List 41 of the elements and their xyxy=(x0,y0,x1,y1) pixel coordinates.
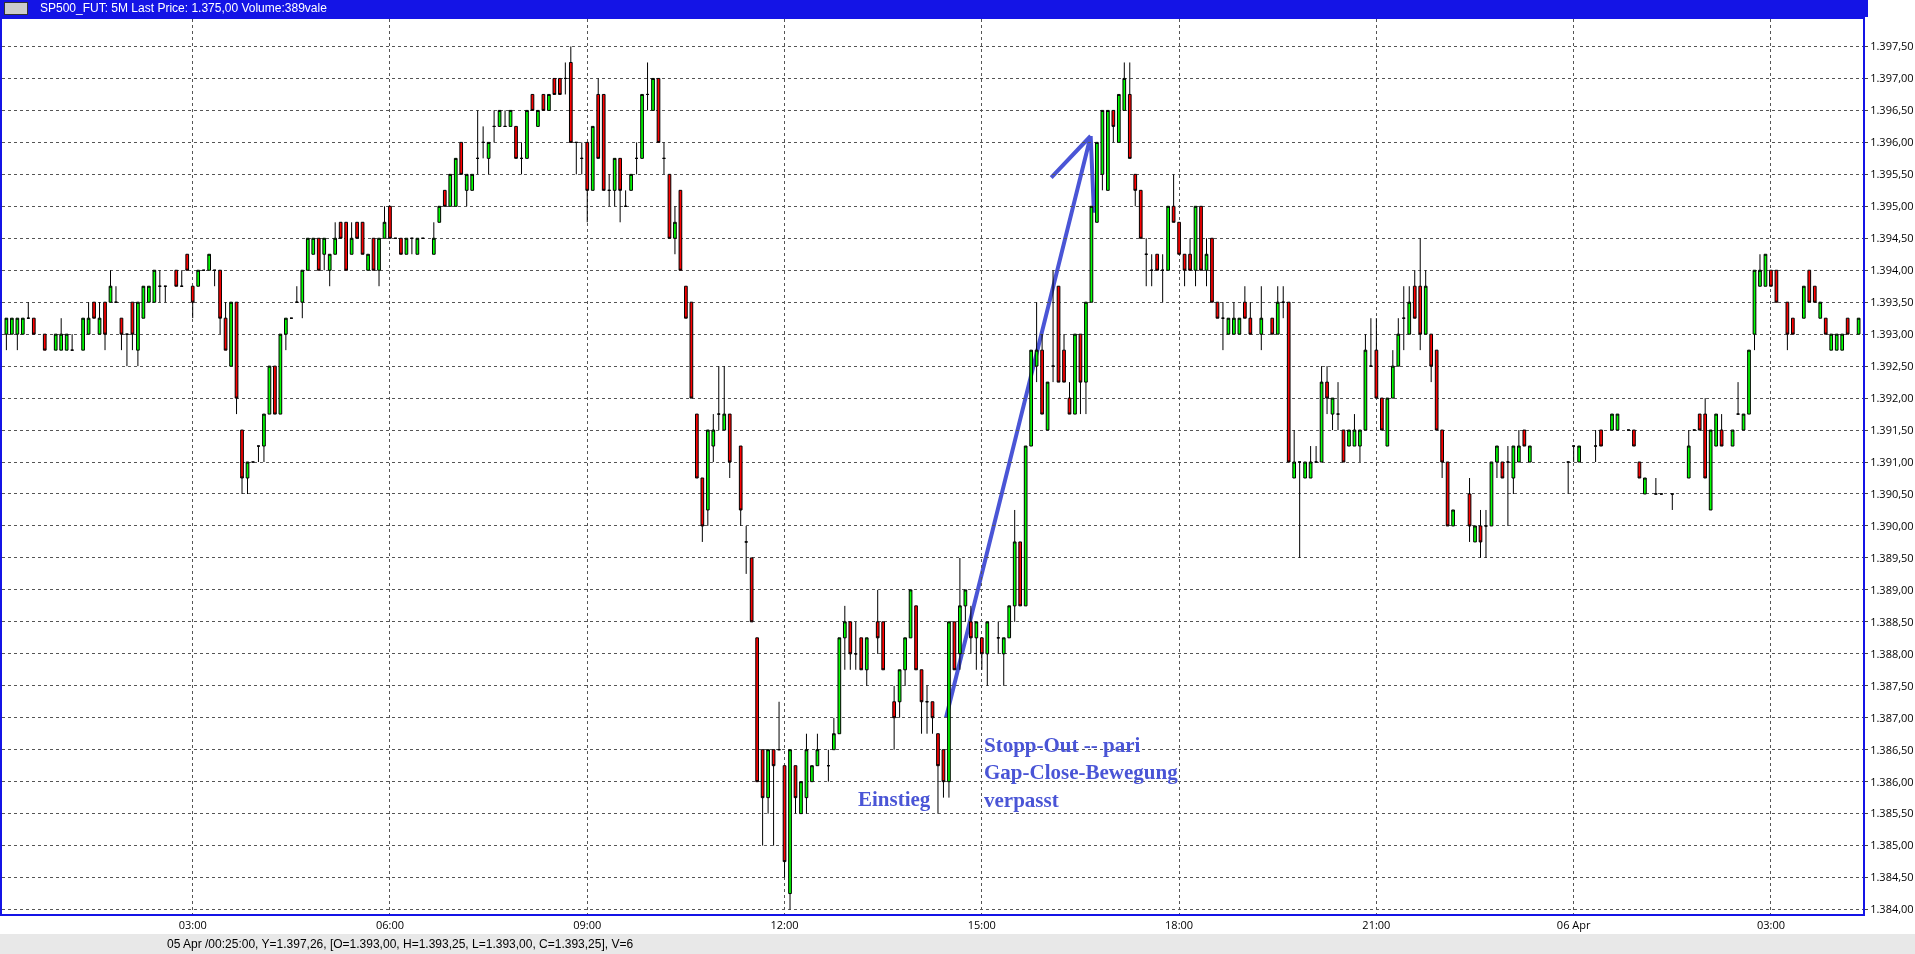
y-tick-label: 1.389,50 xyxy=(1870,549,1914,565)
y-tick-label: 1.391,00 xyxy=(1870,453,1914,469)
y-tick-label: 1.395,00 xyxy=(1870,198,1914,214)
annotation: Stopp-Out -- pari Gap-Close-Bewegung verpasst xyxy=(984,733,1179,812)
y-tick-label: 1.391,50 xyxy=(1870,421,1914,437)
y-tick-label: 1.384,50 xyxy=(1870,869,1914,885)
y-tick-label: 1.395,50 xyxy=(1870,166,1914,182)
y-tick-label: 1.393,00 xyxy=(1870,326,1914,342)
y-tick-label: 1.397,50 xyxy=(1870,38,1914,54)
y-tick-label: 1.394,00 xyxy=(1870,262,1914,278)
x-tick-label: 03:00 xyxy=(1756,917,1785,933)
annotation: Einstieg xyxy=(858,787,931,811)
y-tick-label: 1.386,50 xyxy=(1870,741,1914,757)
y-tick-label: 1.390,00 xyxy=(1870,517,1914,533)
y-tick-label: 1.388,00 xyxy=(1870,645,1914,661)
text: 05 Apr /00:25:00, Y=1.397,26, [O=1.393,00, H=1.393,25, L=1.393,00, C=1.393,25], V=6 xyxy=(167,936,634,953)
y-tick-label: 1.388,50 xyxy=(1870,613,1914,629)
y-tick-label: 1.396,50 xyxy=(1870,102,1914,118)
chart-title: SP500_FUT: 5M Last Price: 1.375,00 Volume:389vale xyxy=(40,1,327,15)
y-tick-label: 1.396,00 xyxy=(1870,134,1914,150)
y-tick-label: 1.385,00 xyxy=(1870,837,1914,853)
y-tick-label: 1.390,50 xyxy=(1870,485,1914,501)
y-tick-label: 1.387,50 xyxy=(1870,677,1914,693)
y-tick-label: 1.385,50 xyxy=(1870,805,1914,821)
x-tick-label: 06 Apr xyxy=(1556,917,1591,933)
y-tick-label: 1.393,50 xyxy=(1870,294,1914,310)
y-tick-label: 1.389,00 xyxy=(1870,581,1914,597)
y-tick-label: 1.384,00 xyxy=(1870,901,1914,917)
y-tick-label: 1.387,00 xyxy=(1870,709,1914,725)
y-tick-label: 1.397,00 xyxy=(1870,70,1914,86)
x-tick-label: 21:00 xyxy=(1362,917,1391,933)
y-tick-label: 1.386,00 xyxy=(1870,773,1914,789)
x-tick-label: 09:00 xyxy=(573,917,602,933)
x-tick-label: 03:00 xyxy=(178,917,207,933)
x-tick-label: 18:00 xyxy=(1165,917,1194,933)
x-tick-label: 06:00 xyxy=(375,917,405,933)
x-tick-label: 15:00 xyxy=(967,917,996,933)
y-tick-label: 1.394,50 xyxy=(1870,230,1914,246)
y-tick-label: 1.392,50 xyxy=(1870,357,1914,373)
x-tick-label: 12:00 xyxy=(770,917,799,933)
y-tick-label: 1.392,00 xyxy=(1870,389,1914,405)
